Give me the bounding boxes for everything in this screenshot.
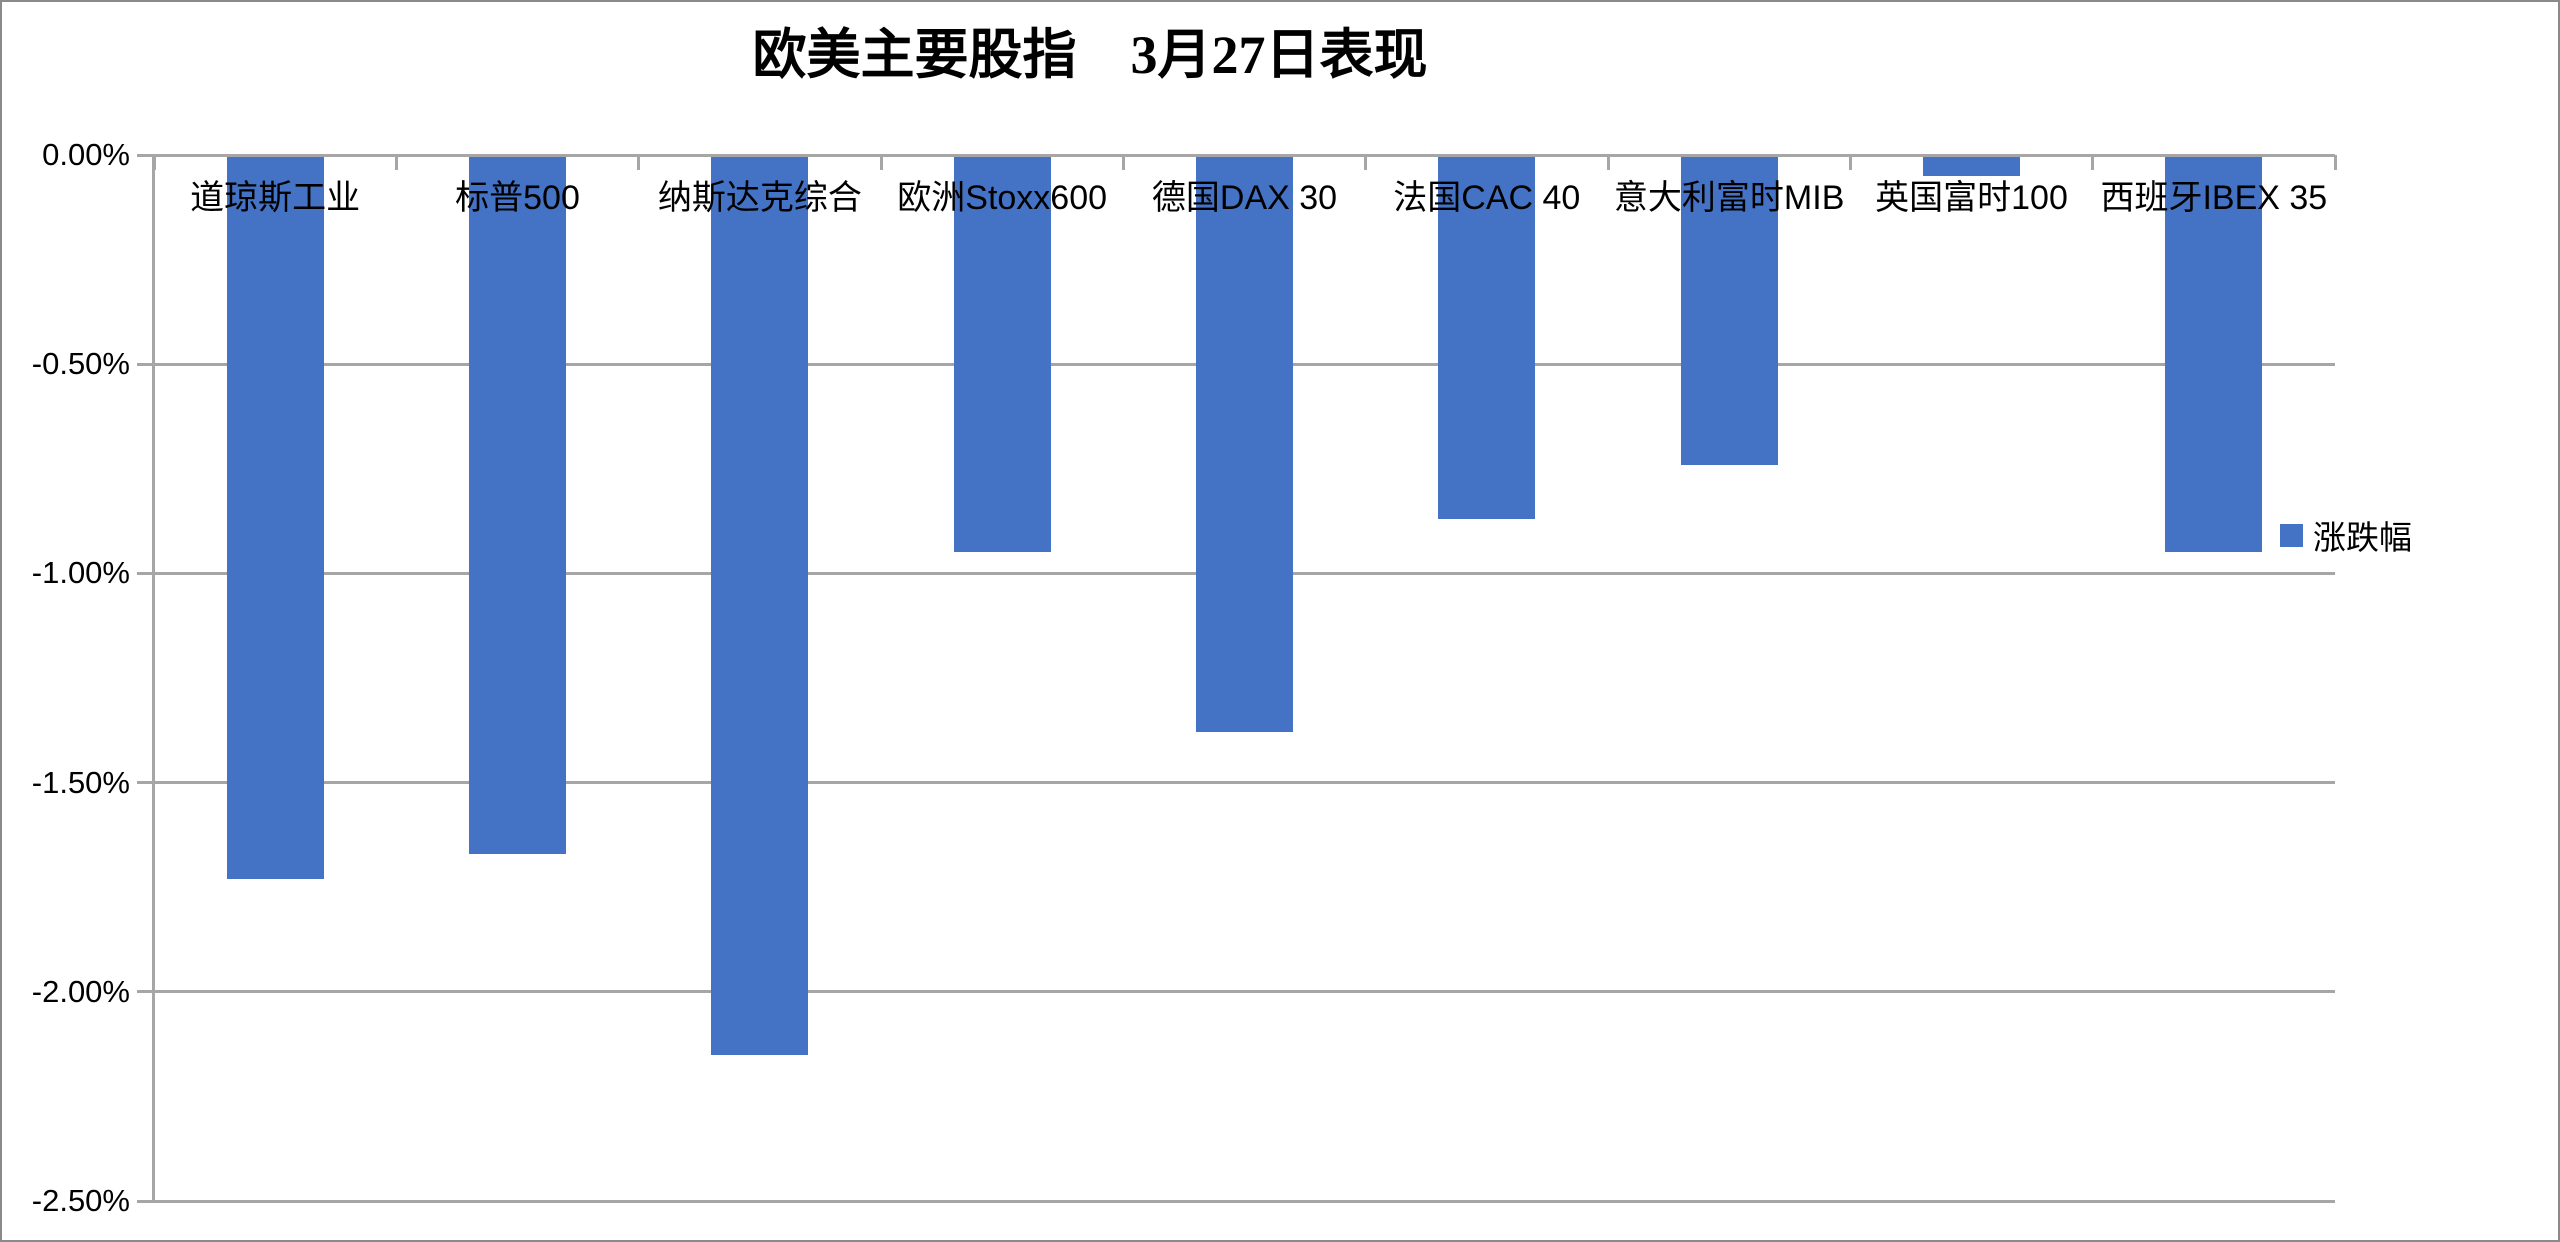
y-axis-label: 0.00% <box>42 137 130 172</box>
bar <box>2165 157 2263 553</box>
x-axis-tick <box>152 155 156 170</box>
x-axis-tick <box>394 155 398 170</box>
gridline <box>137 990 2335 994</box>
y-axis-label: -2.00% <box>31 973 130 1009</box>
y-axis-line <box>152 154 155 1203</box>
bar <box>953 157 1051 553</box>
gridline <box>137 1199 2335 1203</box>
y-axis-label: -0.50% <box>31 346 130 382</box>
category-label: 西班牙IBEX 35 <box>2100 179 2328 217</box>
category-label: 纳斯达克综合 <box>657 179 862 217</box>
category-label: 法国CAC 40 <box>1393 179 1581 217</box>
category-label: 标普500 <box>455 179 580 217</box>
category-label: 意大利富时MIB <box>1613 179 1845 217</box>
x-axis-tick <box>1121 155 1125 170</box>
category-label: 欧洲Stoxx600 <box>897 179 1108 217</box>
legend: 涨跌幅 <box>2280 513 2412 557</box>
category-label: 道琼斯工业 <box>190 179 361 217</box>
x-axis-tick <box>1606 155 1610 170</box>
bar <box>469 157 566 854</box>
x-axis-tick <box>637 155 641 170</box>
category-label: 英国富时100 <box>1875 179 2068 217</box>
gridline <box>137 781 2335 785</box>
bar <box>1923 157 2020 176</box>
bar <box>226 157 324 879</box>
y-axis-label: -1.00% <box>31 555 130 591</box>
gridline <box>137 153 2335 157</box>
x-axis-tick <box>1364 155 1368 170</box>
bar <box>711 157 809 1055</box>
x-axis-tick <box>2091 155 2095 170</box>
category-label: 德国DAX 30 <box>1151 179 1338 217</box>
x-axis-tick <box>879 155 883 170</box>
x-axis-tick <box>1848 155 1852 170</box>
y-axis-label: -1.50% <box>31 764 130 800</box>
legend-label: 涨跌幅 <box>2313 519 2412 556</box>
legend-swatch-icon <box>2280 523 2303 547</box>
bar <box>1680 157 1778 465</box>
bar <box>1196 157 1293 733</box>
chart-title: 欧美主要股指 3月27日表现 <box>752 25 1428 85</box>
y-axis-label: -2.50% <box>31 1183 130 1218</box>
bar <box>1438 157 1536 519</box>
x-axis-tick <box>2333 155 2337 170</box>
